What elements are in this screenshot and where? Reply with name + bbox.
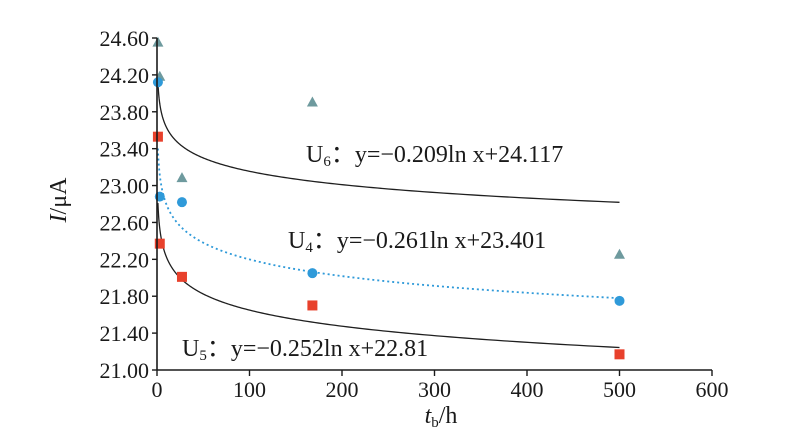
point-u4 [307, 268, 318, 279]
equation-u5-text: y=−0.252ln x+22.81 [231, 336, 428, 362]
x-axis-title: tb/h [425, 403, 458, 431]
equation-u6: U6：y=−0.209ln x+24.117 [306, 142, 563, 170]
y-tick-label: 23.40 [100, 137, 150, 162]
equation-u5: U5：y=−0.252ln x+22.81 [182, 336, 428, 364]
x-axis-title-main: t [425, 403, 433, 429]
point-u5 [307, 300, 318, 311]
equation-u6-colon: ： [331, 142, 355, 168]
point-u5 [154, 238, 165, 249]
axes: 0 100 200 300 400 500 600 21.00 21.40 21.80 22.20 2… [100, 26, 729, 402]
equation-u4-colon: ： [313, 228, 337, 254]
y-tick-label: 21.00 [100, 358, 150, 383]
y-tick-label: 22.60 [100, 210, 150, 235]
x-axis-title-sub: b [431, 415, 439, 431]
point-u5 [614, 349, 625, 360]
equation-u4-text: y=−0.261ln x+23.401 [337, 228, 546, 254]
x-tick-label: 0 [152, 377, 163, 402]
x-tick-label: 200 [326, 377, 359, 402]
x-tick-label: 500 [603, 377, 636, 402]
point-u4 [152, 77, 163, 88]
data-points [152, 36, 625, 360]
equation-u5-colon: ： [207, 336, 231, 362]
point-u6 [614, 248, 625, 259]
fit-line-u4 [157, 148, 620, 300]
equation-u5-index: 5 [199, 348, 207, 364]
equation-u6-series: U [306, 142, 323, 168]
y-tick-label: 24.20 [100, 63, 150, 88]
equation-u6-index: 6 [323, 154, 331, 170]
y-axis-title-main: I [46, 213, 72, 223]
x-tick-label: 400 [511, 377, 544, 402]
point-u4 [176, 197, 187, 208]
equation-u5-series: U [182, 336, 199, 362]
point-u6 [306, 96, 318, 107]
point-u6 [176, 172, 188, 183]
y-tick-label: 23.00 [100, 174, 150, 199]
y-axis-title-unit: /μA [46, 177, 72, 215]
y-axis-title: I/μA [46, 177, 72, 224]
fit-line-u5 [157, 203, 620, 349]
x-axis-title-unit: /h [439, 403, 458, 429]
equation-u4-series: U [288, 228, 305, 254]
point-u4 [614, 295, 625, 306]
fit-line-u6 [157, 82, 620, 203]
fit-curves [157, 82, 620, 349]
y-tick-label: 21.40 [100, 321, 150, 346]
equation-u4-index: 4 [305, 240, 313, 256]
y-tick-label: 22.20 [100, 247, 150, 272]
x-tick-label: 300 [418, 377, 451, 402]
x-tick-label: 100 [233, 377, 266, 402]
equation-u4: U4：y=−0.261ln x+23.401 [288, 228, 546, 256]
point-u6 [152, 36, 164, 47]
y-tick-label: 23.80 [100, 100, 150, 125]
y-tick-label: 21.80 [100, 284, 150, 309]
point-u5 [152, 131, 163, 142]
y-tick-label: 24.60 [100, 26, 150, 51]
point-u5 [176, 271, 187, 282]
x-tick-label: 600 [696, 377, 729, 402]
equation-u6-text: y=−0.209ln x+24.117 [355, 142, 563, 168]
